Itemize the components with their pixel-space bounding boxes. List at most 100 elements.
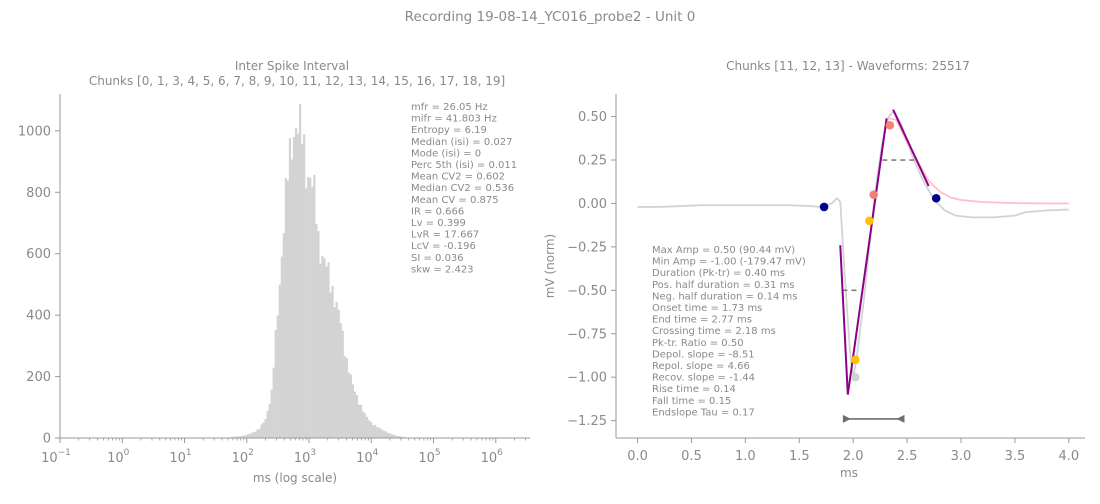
waveform-y-tick-label: 0.25 bbox=[578, 154, 607, 169]
isi-bar bbox=[283, 233, 285, 438]
isi-bar bbox=[256, 430, 258, 438]
isi-bar bbox=[392, 435, 394, 438]
marker-peak bbox=[886, 121, 895, 130]
isi-stat-line: Lv = 0.399 bbox=[411, 218, 466, 229]
isi-x-tick-base: 10 bbox=[294, 451, 311, 466]
isi-bar bbox=[317, 231, 319, 438]
waveform-x-tick-label: 2.5 bbox=[897, 449, 918, 464]
isi-bar bbox=[269, 404, 271, 438]
isi-x-tick-label: 100 bbox=[107, 448, 130, 466]
isi-x-tick-exponent: 0 bbox=[124, 448, 130, 458]
waveform-y-ticks: 0.500.250.00−0.25−0.50−0.75−1.00−1.25 bbox=[567, 110, 616, 429]
isi-x-tick-exponent: 4 bbox=[373, 448, 379, 458]
isi-x-tick-exponent: 2 bbox=[248, 448, 254, 458]
isi-bar bbox=[315, 224, 317, 438]
isi-x-tick-base: 10 bbox=[418, 451, 435, 466]
marker-depol-point bbox=[851, 356, 860, 365]
waveform-stat-line: Pk-tr. Ratio = 0.50 bbox=[652, 338, 744, 349]
isi-bars bbox=[224, 104, 409, 438]
waveform-x-tick-label: 1.0 bbox=[735, 449, 756, 464]
isi-bar bbox=[366, 417, 368, 438]
isi-bar bbox=[309, 178, 311, 438]
isi-bar bbox=[362, 411, 364, 438]
isi-bar bbox=[305, 188, 307, 438]
waveform-y-tick-label: −1.25 bbox=[567, 414, 607, 429]
marker-min bbox=[851, 373, 860, 382]
waveform-slope-recovery bbox=[893, 110, 929, 186]
isi-bar bbox=[252, 432, 254, 438]
isi-bar bbox=[319, 264, 321, 438]
isi-x-tick-base: 10 bbox=[107, 451, 124, 466]
waveform-x-tick-label: 3.5 bbox=[1005, 449, 1026, 464]
isi-stat-line: SI = 0.036 bbox=[411, 253, 464, 264]
isi-bar bbox=[342, 331, 344, 438]
isi-bar bbox=[327, 262, 329, 438]
isi-bar bbox=[344, 356, 346, 438]
isi-bar bbox=[390, 434, 392, 438]
isi-bar bbox=[388, 433, 390, 438]
isi-y-tick-label: 200 bbox=[26, 370, 51, 385]
isi-bar bbox=[258, 429, 260, 438]
duration-arrow-left-head bbox=[843, 415, 851, 423]
marker-repol-point bbox=[865, 217, 874, 226]
isi-x-tick-exponent: 1 bbox=[186, 448, 192, 458]
isi-x-tick-label: 102 bbox=[232, 448, 254, 466]
waveform-stat-line: Rise time = 0.14 bbox=[652, 384, 736, 395]
waveform-stat-line: Duration (Pk-tr) = 0.40 ms bbox=[652, 268, 785, 279]
isi-bar bbox=[364, 413, 366, 438]
isi-x-tick-base: 10 bbox=[169, 451, 186, 466]
isi-x-tick-base: 10 bbox=[481, 451, 498, 466]
isi-bar bbox=[354, 392, 356, 438]
waveform-y-tick-label: −1.00 bbox=[567, 371, 607, 386]
isi-bar bbox=[368, 420, 370, 438]
isi-subtitle: Chunks [0, 1, 3, 4, 5, 6, 7, 8, 9, 10, 1… bbox=[89, 74, 505, 88]
marker-crossing bbox=[869, 190, 878, 199]
waveform-y-tick-label: 0.50 bbox=[578, 110, 607, 125]
waveform-x-tick-label: 0.5 bbox=[681, 449, 702, 464]
isi-bar bbox=[264, 419, 266, 438]
isi-histogram-panel: Inter Spike Interval Chunks [0, 1, 3, 4,… bbox=[18, 59, 530, 485]
isi-bar bbox=[360, 405, 362, 438]
isi-stat-line: mfr = 26.05 Hz bbox=[411, 102, 488, 113]
isi-y-tick-label: 600 bbox=[26, 247, 51, 262]
isi-bar bbox=[313, 175, 315, 438]
isi-bar bbox=[285, 178, 287, 438]
isi-x-tick-label: 103 bbox=[294, 448, 316, 466]
isi-bar bbox=[275, 330, 277, 438]
isi-bar bbox=[386, 433, 388, 438]
isi-x-tick-label: 106 bbox=[481, 448, 504, 466]
waveform-title: Chunks [11, 12, 13] - Waveforms: 25517 bbox=[726, 59, 970, 73]
isi-bar bbox=[281, 256, 283, 438]
isi-bar bbox=[295, 128, 297, 438]
isi-bar bbox=[374, 425, 376, 438]
isi-x-axis-label: ms (log scale) bbox=[253, 471, 337, 485]
isi-stat-line: Mean CV = 0.875 bbox=[411, 195, 499, 206]
isi-bar bbox=[277, 315, 279, 438]
isi-bar bbox=[246, 434, 248, 438]
isi-stat-line: LcV = -0.196 bbox=[411, 241, 476, 252]
isi-x-tick-base: 10 bbox=[232, 451, 249, 466]
waveform-slope-repolarization bbox=[848, 118, 887, 394]
isi-bar bbox=[356, 395, 358, 438]
waveform-stat-line: End time = 2.77 ms bbox=[652, 315, 752, 326]
isi-bar bbox=[273, 368, 275, 438]
isi-bar bbox=[250, 433, 252, 438]
isi-bar bbox=[338, 310, 340, 438]
marker-onset bbox=[820, 203, 829, 212]
isi-stat-line: IR = 0.666 bbox=[411, 206, 464, 217]
waveform-x-tick-label: 3.0 bbox=[951, 449, 972, 464]
isi-bar bbox=[260, 424, 262, 438]
isi-bar bbox=[331, 286, 333, 438]
waveform-stat-line: Min Amp = -1.00 (-179.47 mV) bbox=[652, 257, 806, 268]
isi-stat-line: Median (isi) = 0.027 bbox=[411, 137, 512, 148]
isi-y-tick-label: 400 bbox=[26, 309, 51, 324]
isi-stat-line: mifr = 41.803 Hz bbox=[411, 114, 497, 125]
isi-x-tick-base: 10 bbox=[41, 451, 58, 466]
waveform-series-fit bbox=[889, 118, 1069, 203]
waveform-y-tick-label: −0.25 bbox=[567, 240, 607, 255]
isi-bar bbox=[307, 177, 309, 438]
waveform-x-axis-label: ms bbox=[840, 466, 858, 480]
isi-bar bbox=[301, 144, 303, 438]
